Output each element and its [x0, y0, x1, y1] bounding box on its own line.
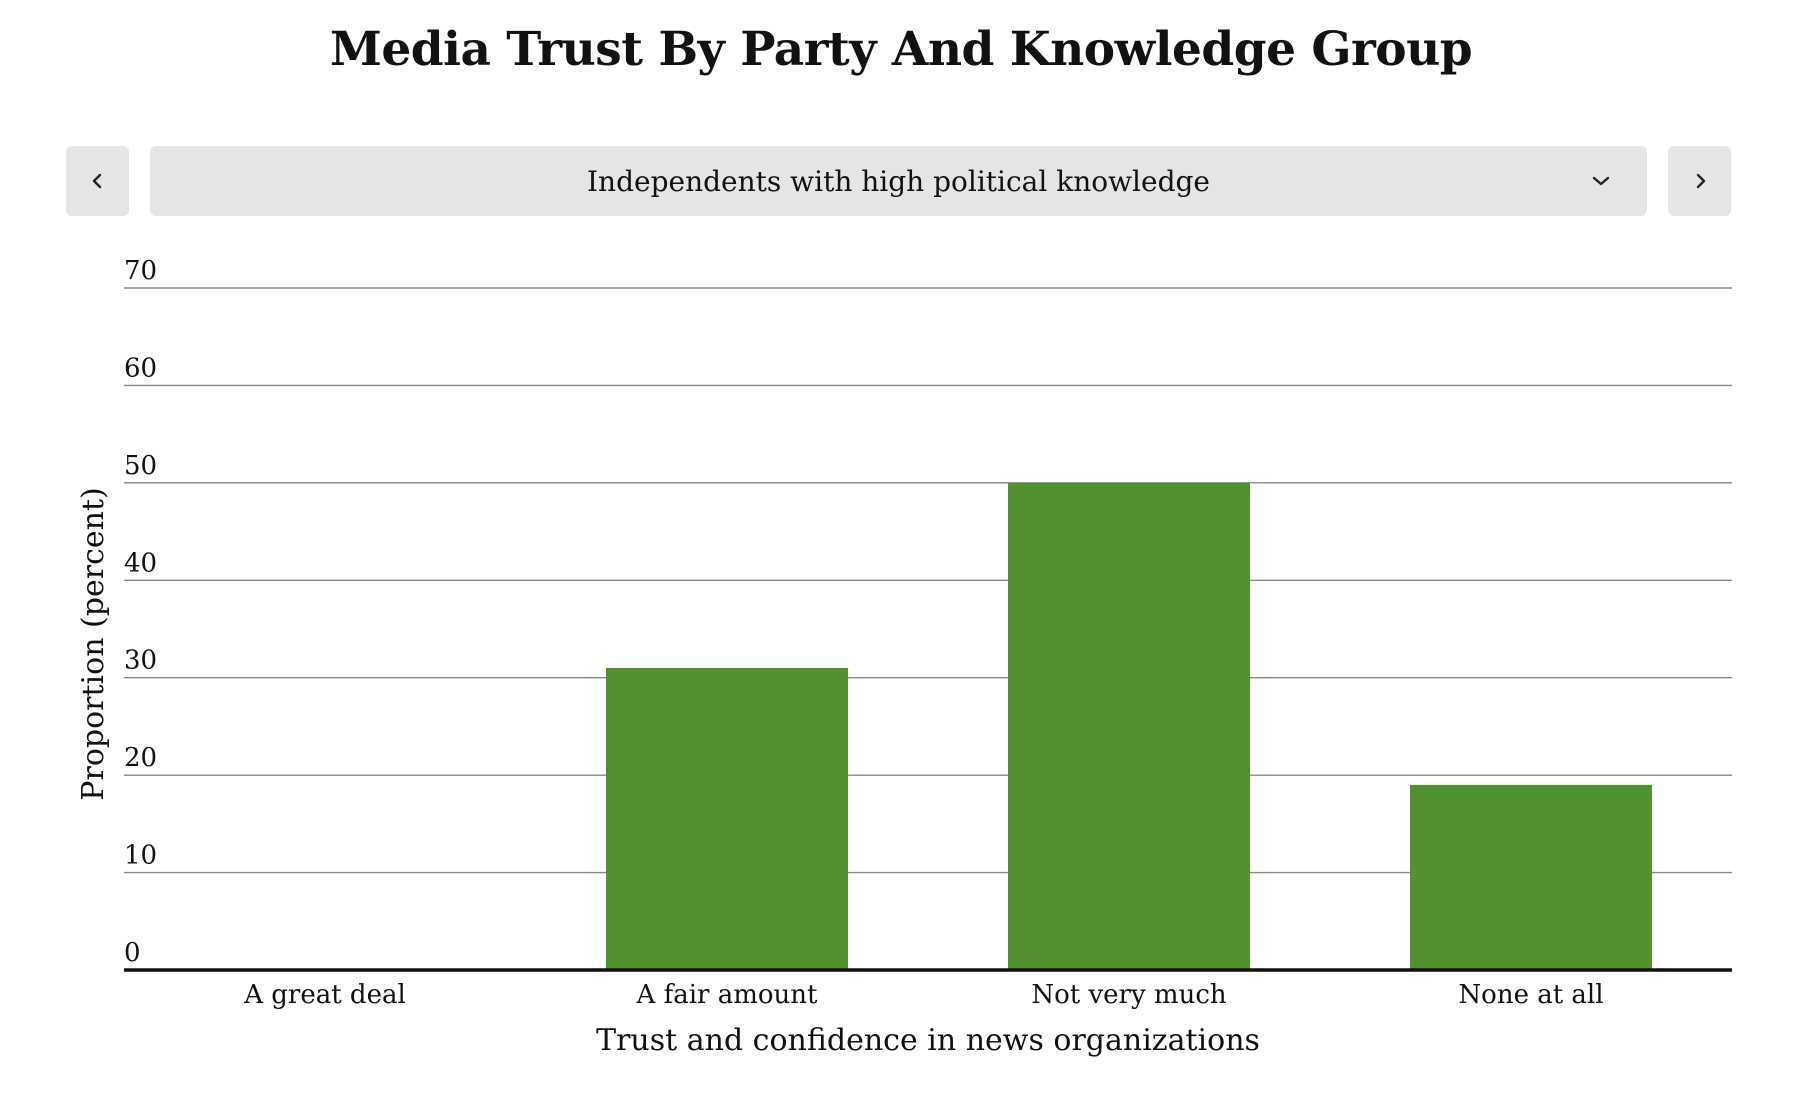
group-selector: Independents with high political knowled…	[66, 146, 1732, 216]
chevron-right-icon	[1696, 173, 1705, 189]
y-tick-label: 30	[124, 646, 157, 676]
next-group-button[interactable]	[1668, 146, 1731, 216]
x-axis-label: Trust and confidence in news organizatio…	[596, 1023, 1260, 1058]
x-tick-label: A fair amount	[636, 980, 818, 1010]
x-tick-label: None at all	[1458, 980, 1603, 1010]
chevron-down-icon	[1592, 176, 1610, 186]
chevron-left-icon	[92, 173, 101, 189]
y-tick-label: 70	[124, 256, 157, 286]
y-tick-label: 50	[124, 451, 157, 481]
x-tick-label: Not very much	[1031, 980, 1227, 1010]
group-dropdown-value: Independents with high political knowled…	[586, 164, 1210, 198]
bar	[606, 667, 848, 970]
bar	[1410, 784, 1652, 970]
previous-group-button[interactable]	[66, 146, 129, 216]
y-tick-label: 40	[124, 548, 157, 578]
y-tick-label: 60	[124, 353, 157, 383]
chart-title: Media Trust By Party And Knowledge Group	[329, 22, 1473, 77]
bar	[1008, 482, 1250, 970]
group-dropdown[interactable]: Independents with high political knowled…	[150, 146, 1647, 216]
x-tick-label: A great deal	[243, 980, 406, 1010]
y-axis-label: Proportion (percent)	[76, 487, 111, 800]
y-tick-label: 20	[124, 743, 157, 773]
y-tick-label: 0	[124, 938, 141, 968]
y-tick-label: 10	[124, 841, 157, 871]
